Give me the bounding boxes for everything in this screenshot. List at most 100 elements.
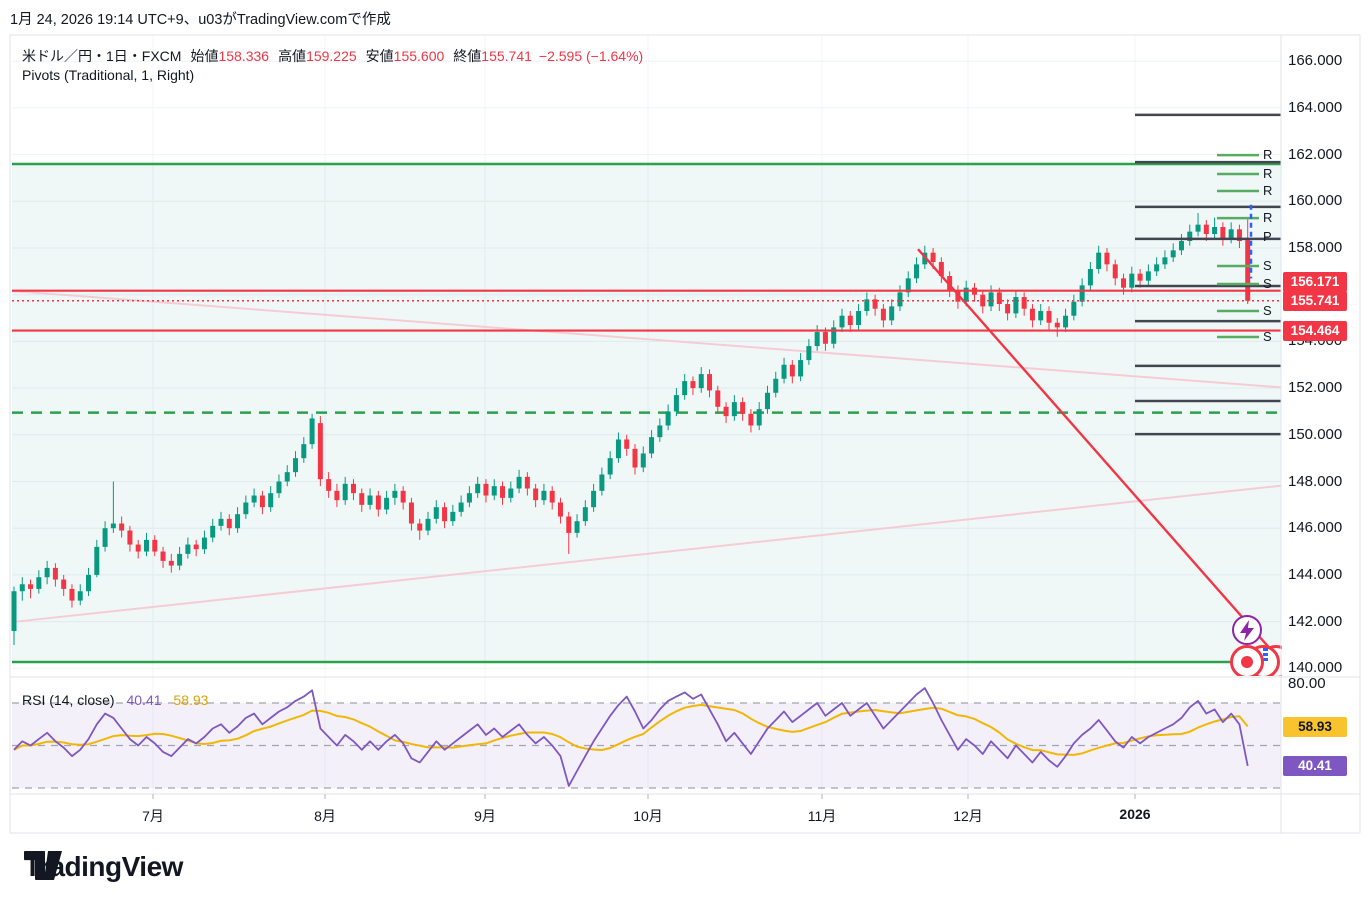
candle-body [615, 439, 621, 459]
red-downtrend-line[interactable] [917, 248, 1277, 657]
candle-body [582, 507, 588, 522]
indicator-legend[interactable]: Pivots (Traditional, 1, Right) [22, 67, 195, 83]
candle-body [1154, 264, 1160, 272]
candle-body [276, 481, 282, 494]
candle-body [1029, 308, 1035, 321]
attribution-text: 1月 24, 2026 19:14 UTC+9、u03がTradingView.… [10, 12, 391, 28]
ohlc-label: 始値 [190, 48, 219, 64]
candle-body [1187, 231, 1193, 241]
candle-body [1220, 226, 1226, 239]
candle-body [591, 490, 597, 508]
candle-body [524, 476, 530, 489]
symbol-legend[interactable]: 米ドル／円・1日・FXCM 始値158.336 高値159.225 安値155.600… [22, 46, 643, 66]
candle-body [450, 511, 456, 522]
ohlc-values: 始値158.336 高値159.225 安値155.600 終値155.741 [181, 48, 531, 64]
ohlc-value: 155.600 [393, 48, 445, 64]
candle-body [789, 364, 795, 377]
candle-body [607, 458, 613, 475]
candle-body [28, 584, 34, 589]
candle-body [740, 402, 746, 414]
candle-body [947, 276, 953, 291]
candle-body [375, 495, 381, 510]
candle-body [847, 315, 853, 326]
candle-body [400, 490, 406, 503]
target-icon-dot [1241, 656, 1253, 668]
ohlc-value: 158.336 [218, 48, 270, 64]
price-axis-label: 150.000 [1288, 425, 1343, 443]
candle-body [235, 514, 241, 529]
candle-body [491, 486, 497, 496]
price-axis-label: 142.000 [1288, 612, 1343, 630]
tradingview-logo[interactable]: TradingView [24, 851, 183, 883]
price-badge: 154.464 [1283, 320, 1347, 341]
pivot-label-P: P [1263, 229, 1272, 245]
time-axis-label: 11月 [807, 808, 837, 824]
pivot-label-S: S [1263, 328, 1272, 344]
candle-body [11, 591, 17, 631]
candle-body [152, 539, 158, 552]
candle-body [127, 530, 133, 545]
candle-body [309, 418, 315, 445]
rsi-line [13, 687, 1249, 787]
blue-mark [1263, 653, 1268, 656]
candle-body [259, 495, 265, 508]
time-axis-label: 9月 [474, 808, 496, 824]
pivot-label-R: R [1263, 165, 1273, 181]
candle-body [359, 493, 365, 505]
candle-body [549, 490, 555, 503]
pivot-label-R: R [1263, 183, 1273, 199]
candle-body [317, 423, 323, 480]
candle-body [1203, 224, 1209, 234]
candle-body [177, 553, 183, 566]
candle-body [466, 493, 472, 503]
candle-body [1245, 240, 1251, 301]
candle-body [342, 483, 348, 501]
candle-body [1063, 315, 1069, 328]
candle-body [682, 381, 688, 396]
candle-body [442, 507, 448, 522]
candle-body [268, 493, 274, 508]
candle-body [201, 537, 207, 550]
candle-body [748, 413, 754, 426]
rsi-ma-line [13, 703, 1249, 756]
candle-body [135, 544, 141, 552]
candle-body [566, 516, 572, 533]
pink-ascending-line[interactable] [11, 484, 1282, 624]
rsi-top-label: 80.00 [1288, 675, 1326, 692]
candle-body [326, 479, 332, 491]
candle-body [210, 525, 216, 538]
rsi-legend[interactable]: RSI (14, close) 40.41 58.93 [22, 692, 208, 708]
candle-body [963, 287, 969, 302]
candle-body [69, 588, 75, 601]
price-axis-label: 158.000 [1288, 239, 1343, 256]
candle-body [831, 327, 837, 344]
candle-body [690, 381, 696, 389]
candle-body [1005, 304, 1011, 314]
candle-body [1170, 250, 1176, 258]
ohlc-value: 155.741 [481, 48, 532, 64]
candle-body [624, 439, 630, 449]
candle-body [94, 546, 100, 575]
candle-body [417, 523, 423, 531]
candle-body [1096, 252, 1102, 270]
time-axis-label: 12月 [953, 808, 983, 824]
candle-body [102, 528, 108, 547]
candle-body [19, 584, 25, 592]
candle-body [500, 486, 506, 498]
candle-body [1195, 224, 1201, 232]
rsi-badge: 40.41 [1283, 755, 1347, 776]
candle-body [1145, 271, 1151, 281]
candle-body [533, 488, 539, 501]
candle-body [392, 490, 398, 498]
candle-body [193, 544, 199, 550]
candle-body [599, 474, 605, 491]
change-value: −2.595 (−1.64%) [538, 48, 644, 64]
candle-body [1054, 322, 1060, 328]
pink-descending-line[interactable] [11, 289, 1282, 389]
candle-body [914, 264, 920, 279]
candle-body [350, 483, 356, 494]
price-axis-label: 140.000 [1288, 659, 1343, 677]
price-axis-label: 166.000 [1288, 52, 1343, 70]
